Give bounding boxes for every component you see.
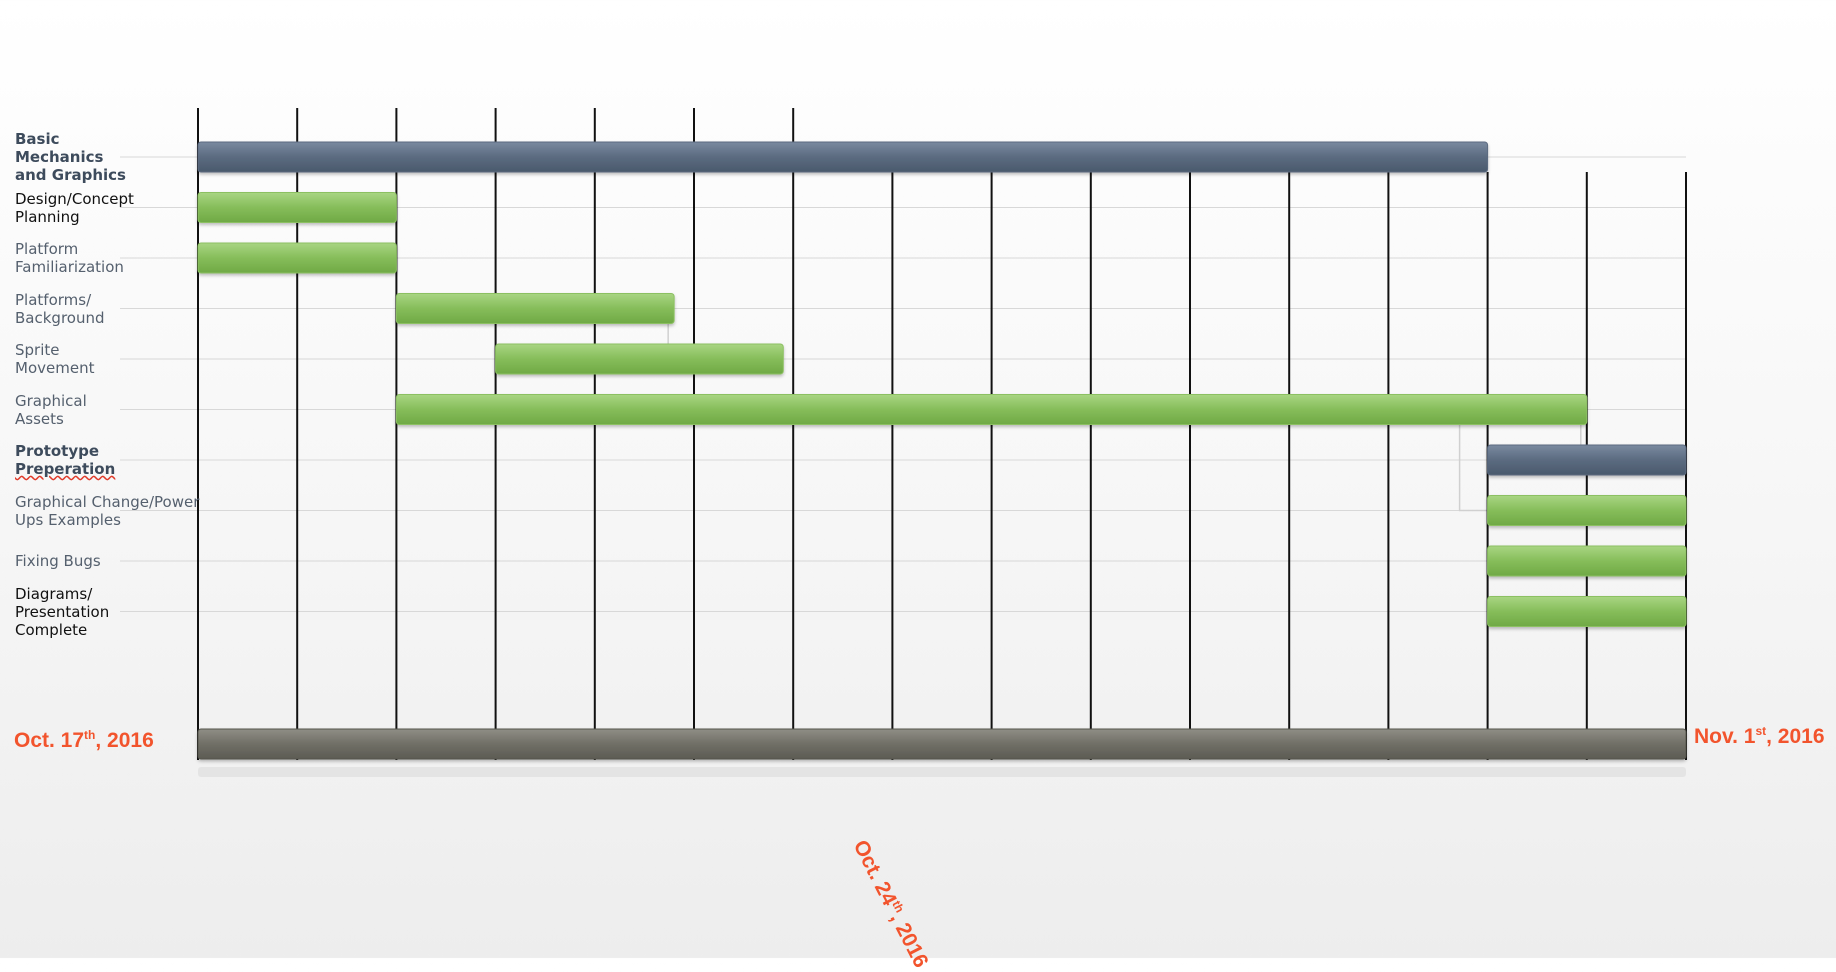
task-bar bbox=[1487, 545, 1687, 577]
task-label: Basic Mechanics and Graphics bbox=[15, 130, 126, 184]
task-label: Platform Familiarization bbox=[15, 240, 124, 276]
task-bar bbox=[1487, 444, 1687, 476]
task-bar bbox=[1487, 495, 1687, 526]
task-label: Sprite Movement bbox=[15, 341, 95, 377]
end-date-label: Nov. 1st, 2016 bbox=[1694, 724, 1825, 748]
task-bar bbox=[197, 141, 1489, 173]
task-label: Prototype Preperation bbox=[15, 442, 230, 478]
timeline-reflection bbox=[198, 767, 1686, 777]
task-label-line: Preperation bbox=[15, 460, 116, 478]
task-bar bbox=[1487, 596, 1687, 627]
start-date-label: Oct. 17th, 2016 bbox=[14, 728, 154, 752]
task-label: Diagrams/ Presentation Complete bbox=[15, 584, 110, 639]
task-bar bbox=[197, 242, 397, 274]
task-label-line: Prototype bbox=[15, 442, 100, 460]
task-label: Platforms/ Background bbox=[15, 290, 105, 327]
task-label: Graphical Change/Power Ups Examples bbox=[15, 492, 200, 529]
task-label: Design/Concept Planning bbox=[15, 189, 134, 226]
task-label: Graphical Assets bbox=[15, 391, 87, 428]
task-bar bbox=[197, 192, 397, 223]
task-bar bbox=[495, 343, 784, 375]
dependency-connector bbox=[1458, 424, 1488, 512]
task-label: Fixing Bugs bbox=[15, 552, 101, 570]
task-bar bbox=[395, 293, 675, 324]
task-bar bbox=[395, 394, 1588, 425]
timeline-bar bbox=[197, 728, 1687, 760]
